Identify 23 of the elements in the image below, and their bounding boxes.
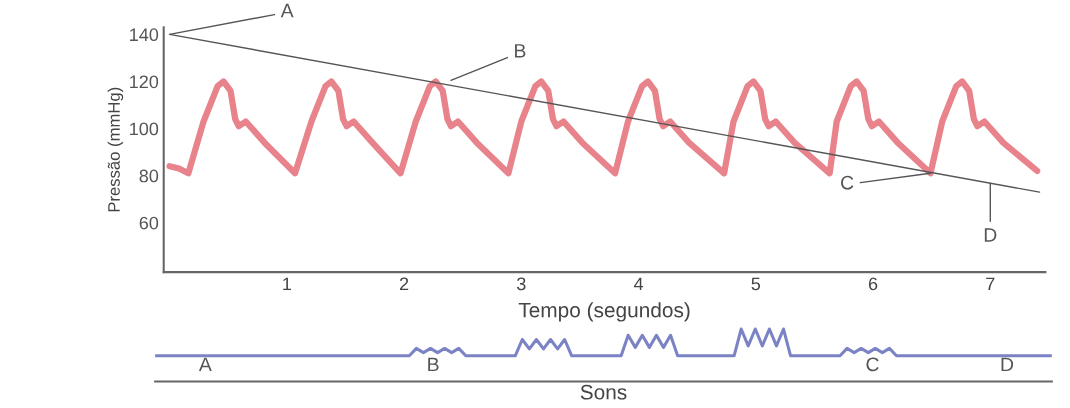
x-tick-label: 7 xyxy=(986,277,995,291)
annotation: B xyxy=(428,357,439,372)
x-tick-label: 4 xyxy=(633,277,644,291)
x-axis-title: Sons xyxy=(580,384,627,400)
annotation: D xyxy=(1001,357,1014,372)
x-tick-label: 3 xyxy=(516,277,526,291)
x-tick-label: 1 xyxy=(283,277,291,291)
y-tick-label: 120 xyxy=(130,75,159,89)
annotation: C xyxy=(841,175,854,190)
annotation: C xyxy=(866,357,879,372)
annotation: A xyxy=(198,357,212,372)
x-tick-label: 6 xyxy=(868,277,878,291)
x-tick-label: 2 xyxy=(399,277,409,291)
annotation: D xyxy=(984,228,997,242)
x-axis-title: Tempo (segundos) xyxy=(518,302,690,322)
y-tick-label: 80 xyxy=(139,169,159,183)
y-tick-label: 60 xyxy=(139,216,159,230)
y-tick-label: 100 xyxy=(130,122,159,136)
annotation: B xyxy=(515,44,526,58)
x-tick-label: 5 xyxy=(751,277,761,291)
y-axis-title: Pressão (mmHg) xyxy=(107,87,124,212)
annotation: A xyxy=(280,3,294,18)
y-tick-label: 140 xyxy=(130,28,159,42)
